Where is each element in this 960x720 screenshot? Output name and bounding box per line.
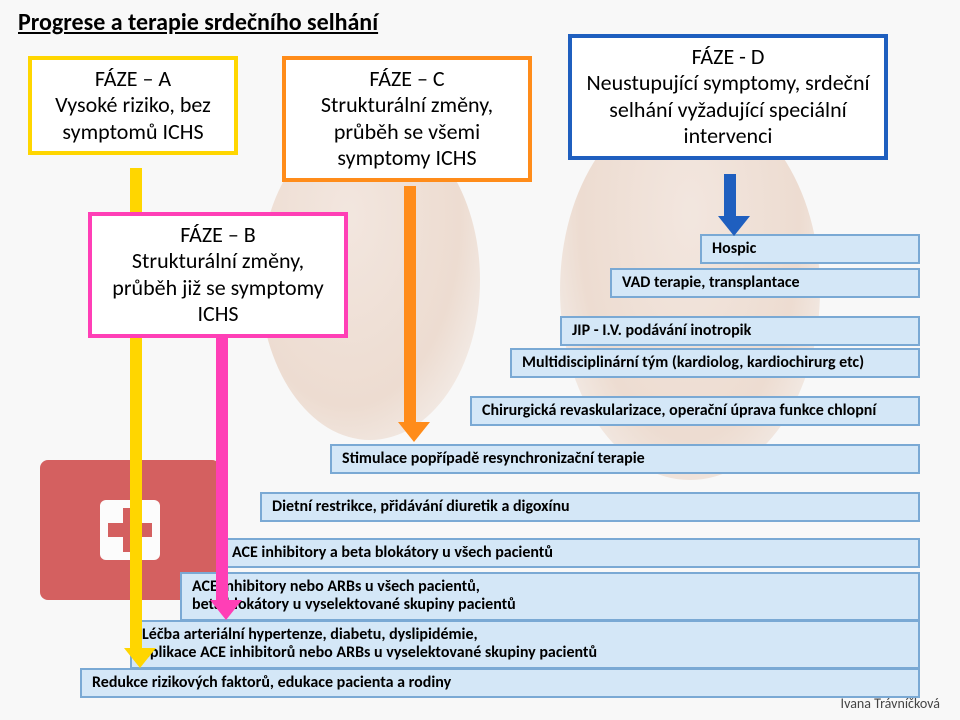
phase-a-text: Vysoké riziko, bez symptomů ICHS xyxy=(40,92,226,145)
step3-line: beta blokátory u vyselektované skupiny p… xyxy=(192,596,908,614)
step3-line: ACE inhibitory nebo ARBs u všech pacient… xyxy=(192,578,908,596)
step6-bar: Stimulace popřípadě resynchronizační ter… xyxy=(330,444,920,474)
phase-c-title: FÁZE – C xyxy=(294,66,520,92)
step9-bar: JIP - I.V. podávání inotropik xyxy=(560,316,920,346)
phase-d-box: FÁZE - D Neustupující symptomy, srdeční … xyxy=(568,34,888,160)
slide-title: Progrese a terapie srdečního selhání xyxy=(18,8,378,37)
phase-a-title: FÁZE – A xyxy=(40,66,226,92)
step2-bar: Léčba arteriální hypertenze, diabetu, dy… xyxy=(130,620,920,669)
phase-b-box: FÁZE – B Strukturální změny, průběh již … xyxy=(88,212,348,338)
phase-d-arrow xyxy=(718,174,742,236)
phase-b-title: FÁZE – B xyxy=(100,222,336,248)
phase-c-box: FÁZE – C Strukturální změny, průběh se v… xyxy=(282,56,532,182)
step2-line: aplikace ACE inhibitorů nebo ARBs u vyse… xyxy=(142,644,908,662)
phase-d-title: FÁZE - D xyxy=(580,44,876,70)
step10-bar: VAD terapie, transplantace xyxy=(610,268,920,298)
phase-d-text: Neustupující symptomy, srdeční selhání v… xyxy=(580,70,876,149)
step4-bar: ACE inhibitory a beta blokátory u všech … xyxy=(220,538,920,568)
step5-bar: Dietní restrikce, přidávání diuretik a d… xyxy=(260,492,920,522)
phase-b-text: Strukturální změny, průběh již se sympto… xyxy=(100,248,336,327)
phase-a-box: FÁZE – A Vysoké riziko, bez symptomů ICH… xyxy=(28,56,238,155)
step3-bar: ACE inhibitory nebo ARBs u všech pacient… xyxy=(180,572,920,621)
step1-bar: Redukce rizikových faktorů, edukace paci… xyxy=(80,668,920,698)
step8-bar: Multidisciplinární tým (kardiolog, kardi… xyxy=(510,348,920,378)
phase-c-text: Strukturální změny, průběh se všemi symp… xyxy=(294,92,520,171)
step2-line: Léčba arteriální hypertenze, diabetu, dy… xyxy=(142,626,908,644)
step7-bar: Chirurgická revaskularizace, operační úp… xyxy=(470,396,920,426)
phase-c-arrow xyxy=(398,186,422,442)
author-credit: Ivana Trávníčková xyxy=(841,695,940,712)
step11-bar: Hospic xyxy=(700,234,920,264)
phase-b-arrow xyxy=(210,332,234,620)
